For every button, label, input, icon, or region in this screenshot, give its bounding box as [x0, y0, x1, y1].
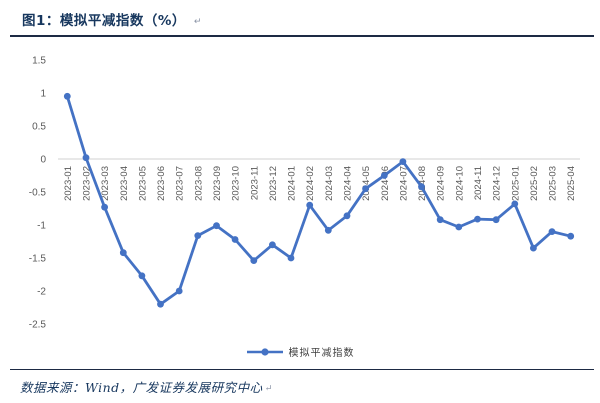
data-point — [436, 216, 444, 224]
data-point — [324, 226, 332, 234]
x-axis-tick-label: 2024-11 — [473, 166, 484, 200]
paragraph-mark-icon: ↵ — [264, 384, 273, 394]
data-point — [492, 216, 500, 224]
series-line — [65, 94, 573, 306]
data-source-note: 数据来源：Wind，广发证券发展研究中心 ↵ — [20, 377, 273, 396]
y-axis-tick-label: -0.5 — [29, 188, 47, 199]
data-point — [231, 236, 239, 243]
x-axis-tick-label: 2023-09 — [212, 166, 223, 201]
data-point — [213, 222, 220, 230]
chart-canvas: 1.5 1 0.5 0 -0.5 -1 -1.5 -2 -2.5 2023-01 2023-02 20… — [29, 56, 580, 331]
x-axis-tick-label: 2024-01 — [287, 166, 298, 201]
data-point — [418, 183, 425, 191]
x-axis-tick-label: 2023-10 — [231, 166, 242, 201]
data-point — [511, 200, 519, 208]
chart-legend[interactable]: 模拟平减指数 — [0, 344, 600, 359]
x-axis-tick-label: 2024-06 — [380, 166, 391, 201]
data-point — [250, 257, 258, 264]
x-axis-tick-label: 2024-04 — [342, 166, 353, 201]
data-point — [362, 185, 369, 193]
data-point — [399, 158, 407, 165]
data-point — [380, 172, 388, 179]
x-axis-tick-label: 2024-09 — [436, 166, 447, 201]
line-chart: 1.5 1 0.5 0 -0.5 -1 -1.5 -2 -2.5 2023-01 2023-02 20… — [0, 38, 600, 340]
x-axis-tick-label: 2023-06 — [156, 166, 167, 201]
data-point — [194, 232, 202, 240]
x-axis-tick-label: 2023-05 — [137, 166, 148, 201]
data-point — [474, 215, 481, 223]
x-axis-tick-label: 2023-04 — [119, 166, 130, 201]
data-point — [567, 232, 575, 240]
x-axis-tick-label: 2024-12 — [492, 166, 503, 201]
data-point — [119, 249, 127, 257]
data-point — [287, 254, 295, 262]
footer-divider-rule — [10, 369, 594, 370]
x-axis-tick-label: 2024-02 — [305, 166, 316, 201]
y-axis-tick-label: 1.5 — [32, 56, 46, 67]
data-point — [548, 228, 556, 236]
x-axis-tick-label: 2023-08 — [193, 166, 204, 201]
data-point — [63, 92, 71, 100]
data-point — [269, 241, 276, 249]
y-axis-tick-label: 0 — [40, 155, 46, 166]
y-axis-tick-label: -2.5 — [29, 320, 47, 331]
y-axis-tick-label: 0.5 — [32, 122, 46, 133]
data-point — [455, 223, 463, 231]
y-axis-tick-label: -2 — [37, 287, 46, 298]
data-point — [101, 203, 108, 211]
x-axis-tick-label: 2025-01 — [510, 166, 521, 201]
data-point — [175, 287, 183, 295]
x-axis-tick-label: 2023-01 — [63, 166, 74, 201]
data-point — [530, 244, 537, 252]
data-source-text: 数据来源：Wind，广发证券发展研究中心 — [20, 380, 263, 395]
data-point — [82, 154, 90, 162]
x-axis-tick-label: 2025-04 — [566, 166, 577, 201]
x-axis-tick-label: 2023-07 — [175, 166, 186, 201]
x-axis-tick-label: 2025-03 — [548, 166, 559, 201]
x-axis-tick-label: 2023-11 — [249, 166, 260, 200]
x-axis-tick-label: 2024-07 — [398, 166, 409, 201]
data-point — [343, 212, 351, 220]
x-axis-tick-label: 2023-02 — [81, 166, 92, 201]
x-axis-tick-label: 2024-08 — [417, 166, 428, 201]
title-divider-rule — [10, 35, 594, 37]
y-axis-tick-label: 1 — [40, 89, 46, 100]
y-axis-tick-label: -1 — [37, 221, 46, 232]
y-axis-tick-label: -1.5 — [29, 254, 47, 265]
legend-marker-icon — [246, 347, 283, 356]
x-axis-tick-label: 2024-10 — [454, 166, 465, 201]
data-point — [138, 272, 146, 280]
x-axis-tick-label: 2024-05 — [361, 166, 372, 201]
chart-title: 图1：模拟平减指数（%） ↵ — [22, 9, 202, 29]
x-axis-tick-label: 2024-03 — [324, 166, 335, 201]
paragraph-mark-icon: ↵ — [193, 17, 202, 27]
data-point — [157, 300, 164, 308]
data-point — [306, 201, 314, 209]
legend-label: 模拟平减指数 — [288, 348, 355, 359]
x-axis-tick-label: 2025-02 — [529, 166, 540, 201]
chart-title-text: 图1：模拟平减指数（%） — [22, 13, 186, 29]
x-axis-tick-label: 2023-03 — [100, 166, 111, 201]
x-axis-tick-label: 2023-12 — [268, 166, 279, 201]
